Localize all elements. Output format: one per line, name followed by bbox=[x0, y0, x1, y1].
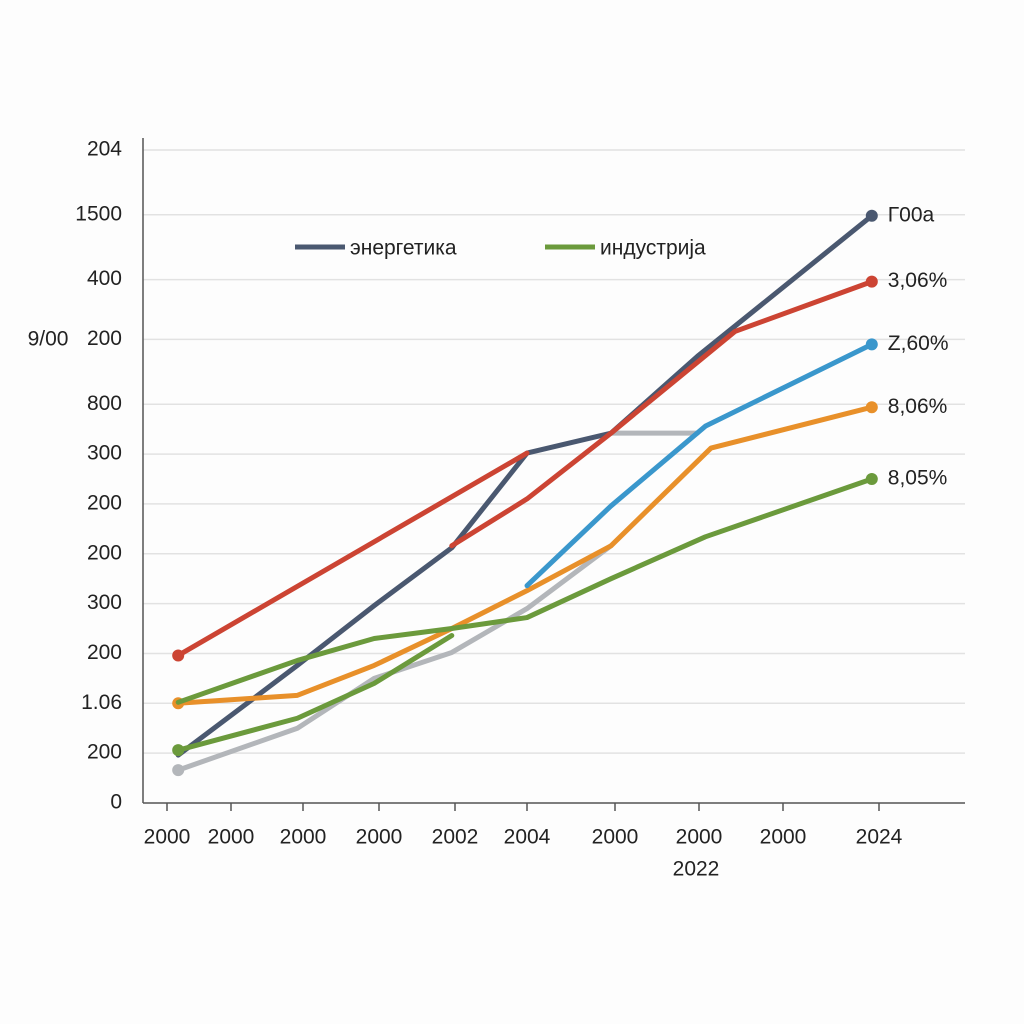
y-tick-label: 1.06 bbox=[81, 691, 122, 714]
y-tick-label: 200 bbox=[87, 327, 122, 350]
y-tick-label: 200 bbox=[87, 541, 122, 564]
series-line bbox=[449, 279, 875, 549]
end-label: Z,60% bbox=[888, 332, 949, 355]
point-marker bbox=[865, 338, 878, 351]
y-tick-label: 1500 bbox=[75, 202, 122, 225]
y-tick-label: 800 bbox=[87, 392, 122, 415]
point-marker bbox=[172, 649, 185, 662]
end-label: Г00a bbox=[888, 203, 935, 226]
y-tick-label: 200 bbox=[87, 491, 122, 514]
x-tick-label: 2000 bbox=[280, 826, 327, 849]
point-marker bbox=[865, 401, 878, 414]
end-label: 8,06% bbox=[888, 395, 948, 418]
x-tick-label: 2002 bbox=[432, 826, 479, 849]
y-tick-label: 200 bbox=[87, 641, 122, 664]
y-tick-label: 400 bbox=[87, 267, 122, 290]
x-tick-label: 2000 bbox=[676, 826, 723, 849]
point-marker bbox=[172, 764, 185, 777]
y-tick-label: 204 bbox=[87, 138, 122, 161]
end-label: 8,05% bbox=[888, 467, 948, 490]
point-marker bbox=[172, 744, 185, 757]
x-tick-label: 2004 bbox=[504, 826, 551, 849]
x-tick-label: 2000 bbox=[144, 826, 191, 849]
series-line bbox=[175, 543, 614, 773]
series-line bbox=[175, 476, 875, 705]
point-marker bbox=[865, 472, 878, 485]
y-tick-label: 300 bbox=[87, 442, 122, 465]
x-axis-label: 2022 bbox=[673, 858, 720, 881]
legend-label: индустрија bbox=[600, 237, 706, 260]
y-axis-label: 9/00 bbox=[28, 328, 69, 351]
series-line bbox=[175, 633, 455, 753]
y-tick-label: 300 bbox=[87, 591, 122, 614]
series-line bbox=[524, 341, 875, 589]
x-tick-label: 2000 bbox=[760, 826, 807, 849]
point-marker bbox=[865, 209, 878, 222]
series-line bbox=[175, 404, 875, 706]
legend-label: энергетика bbox=[350, 237, 457, 260]
x-tick-label: 2000 bbox=[592, 826, 639, 849]
x-tick-label: 2000 bbox=[208, 826, 255, 849]
point-marker bbox=[865, 275, 878, 288]
series-line bbox=[175, 450, 530, 658]
x-tick-label: 2024 bbox=[856, 826, 903, 849]
y-tick-label: 200 bbox=[87, 741, 122, 764]
y-tick-label: 0 bbox=[110, 791, 122, 814]
x-tick-label: 2000 bbox=[356, 826, 403, 849]
end-label: 3,06% bbox=[888, 269, 948, 292]
